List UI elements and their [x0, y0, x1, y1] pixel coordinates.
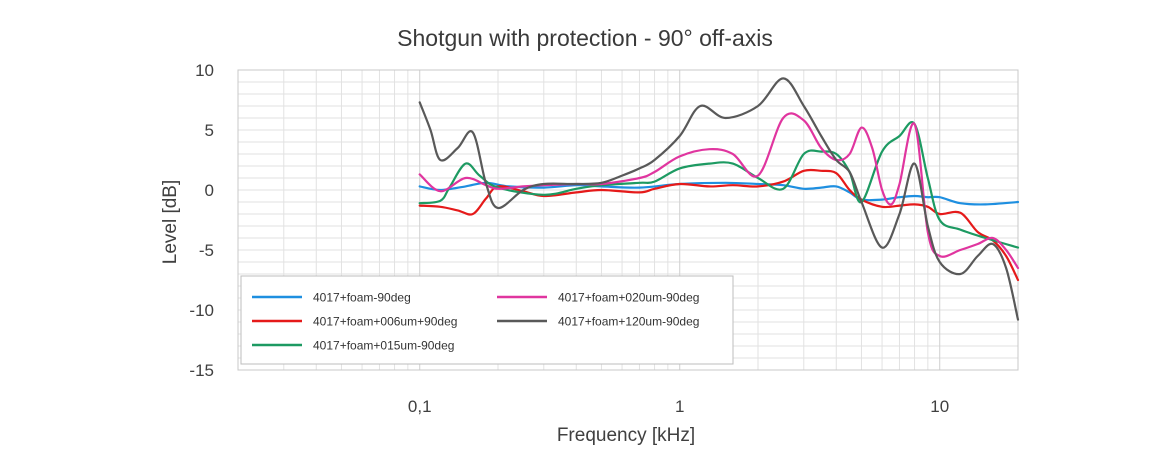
x-axis-ticks: 0,1 1 10 [408, 397, 949, 416]
y-tick-label: -5 [199, 241, 214, 260]
legend-label: 4017+foam+015um-90deg [313, 339, 454, 353]
legend-label: 4017+foam+120um-90deg [558, 315, 699, 329]
series-line-5 [418, 77, 1020, 321]
series-line-2 [418, 168, 1020, 282]
series-layer [418, 77, 1020, 321]
y-tick-label: 10 [195, 61, 214, 80]
legend: 4017+foam-90deg 4017+foam+006um+90deg 4017… [240, 275, 734, 365]
y-axis-ticks: 10 5 0 -5 -10 -15 [189, 61, 214, 380]
series-line-1 [418, 181, 1020, 206]
y-tick-label: 5 [205, 121, 214, 140]
y-tick-label: -10 [189, 301, 214, 320]
plot-border [237, 69, 1019, 371]
legend-label: 4017+foam-90deg [313, 291, 411, 305]
x-tick-label: 0,1 [408, 397, 432, 416]
x-tick-label: 10 [930, 397, 949, 416]
x-tick-label: 1 [675, 397, 684, 416]
series-line-3 [418, 121, 1020, 249]
chart-title: Shotgun with protection - 90° off-axis [397, 25, 773, 51]
y-tick-label: -15 [189, 361, 214, 380]
y-tick-label: 0 [205, 181, 214, 200]
legend-items: 4017+foam-90deg 4017+foam+006um+90deg 4017… [252, 291, 699, 353]
legend-label: 4017+foam+006um+90deg [313, 315, 457, 329]
x-axis-label: Frequency [kHz] [557, 425, 695, 446]
legend-label: 4017+foam+020um-90deg [558, 291, 699, 305]
y-axis-label: Level [dB] [160, 180, 181, 265]
legend-box [240, 275, 734, 365]
